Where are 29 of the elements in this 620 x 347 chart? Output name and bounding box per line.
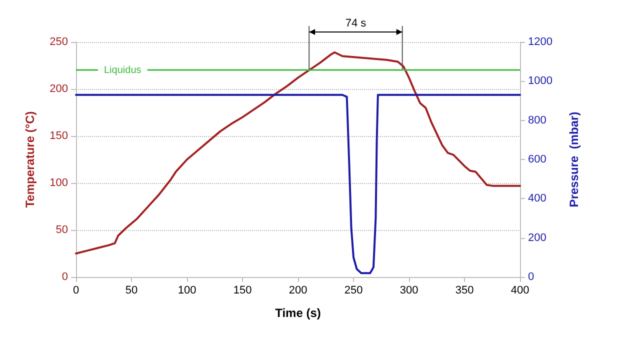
- x-tick-label: 350: [455, 284, 474, 296]
- y2-axis-title: Pressure (mbar): [567, 112, 581, 208]
- x-tick-label: 400: [510, 284, 530, 296]
- y2-tick-label: 0: [528, 271, 534, 283]
- y2-tick-label: 800: [528, 114, 546, 126]
- y2-tick-label: 200: [528, 232, 546, 244]
- x-tick-label: 0: [72, 284, 80, 296]
- y-tick-label: 0: [62, 271, 68, 283]
- y-axis-title: Temperature (°C): [23, 111, 37, 208]
- x-tick-label: 150: [233, 284, 252, 296]
- y-tick-label: 250: [50, 36, 68, 48]
- y-tick-label: 150: [50, 130, 68, 142]
- y-tick-label: 200: [50, 83, 68, 95]
- x-tick-label: 100: [178, 284, 196, 296]
- line-series: [75, 94, 521, 274]
- y2-tick-label: 1000: [528, 75, 552, 88]
- x-tick-label: 50: [125, 284, 138, 296]
- y2-tick-label: 400: [528, 192, 546, 205]
- x-axis-title: Time (s): [275, 306, 321, 320]
- x-tick-label: 250: [344, 284, 363, 296]
- y2-tick-label: 1200: [528, 36, 552, 48]
- y-tick-label: 50: [56, 224, 68, 236]
- text: 74 s: [345, 18, 367, 30]
- ref-line-label: Liquidus: [104, 64, 142, 76]
- y-tick-label: 100: [50, 177, 68, 189]
- line-series: [75, 51, 521, 254]
- y2-tick-label: 600: [528, 154, 546, 166]
- x-tick-label: 200: [288, 284, 308, 296]
- x-tick-label: 300: [400, 284, 418, 296]
